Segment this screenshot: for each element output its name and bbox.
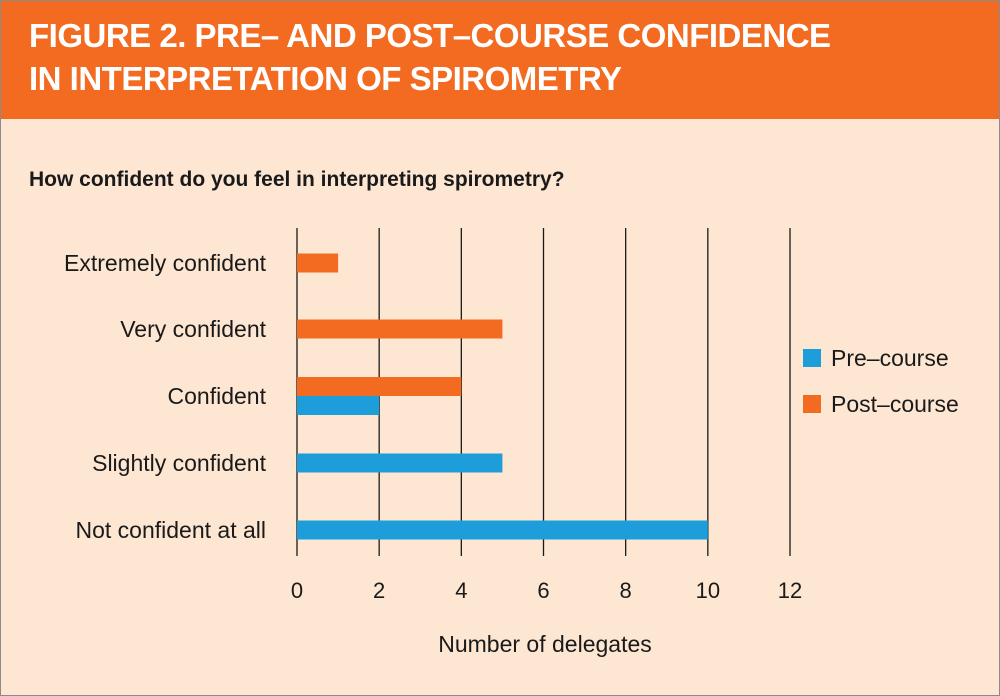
figure-title-line-1: FIGURE 2. PRE– AND POST–COURSE CONFIDENC… bbox=[29, 17, 831, 54]
legend-swatch bbox=[803, 349, 821, 367]
category-label: Slightly confident bbox=[92, 450, 266, 476]
bar-post-course bbox=[297, 377, 462, 396]
bar-pre-course bbox=[297, 453, 503, 473]
chart-bars bbox=[297, 253, 708, 540]
x-tick-label: 8 bbox=[620, 578, 632, 603]
chart-legend: Pre–course Post–course bbox=[803, 345, 959, 417]
x-tick-label: 12 bbox=[778, 578, 802, 603]
category-labels: Extremely confident Very confident Confide… bbox=[64, 250, 267, 543]
bar-post-course bbox=[297, 319, 503, 339]
bar-post-course bbox=[297, 253, 339, 273]
x-tick-label: 0 bbox=[291, 578, 303, 603]
chart-title: How confident do you feel in interpretin… bbox=[29, 168, 565, 191]
x-tick-labels: 0 2 4 6 8 10 12 bbox=[291, 578, 802, 603]
legend-label: Pre–course bbox=[831, 345, 949, 371]
legend-label: Post–course bbox=[831, 391, 959, 417]
x-tick-label: 2 bbox=[373, 578, 385, 603]
figure-header: FIGURE 2. PRE– AND POST–COURSE CONFIDENC… bbox=[1, 1, 999, 119]
x-axis-title: Number of delegates bbox=[438, 631, 652, 657]
x-tick-label: 10 bbox=[696, 578, 720, 603]
category-label: Not confident at all bbox=[75, 517, 266, 543]
category-label: Extremely confident bbox=[64, 250, 267, 276]
bar-pre-course bbox=[297, 520, 708, 540]
x-tick-label: 4 bbox=[455, 578, 467, 603]
category-label: Very confident bbox=[120, 316, 266, 342]
figure-title-line-2: IN INTERPRETATION OF SPIROMETRY bbox=[29, 60, 622, 97]
x-tick-label: 6 bbox=[537, 578, 549, 603]
bar-pre-course bbox=[297, 396, 380, 415]
category-label: Confident bbox=[168, 383, 267, 409]
legend-swatch bbox=[803, 395, 821, 413]
